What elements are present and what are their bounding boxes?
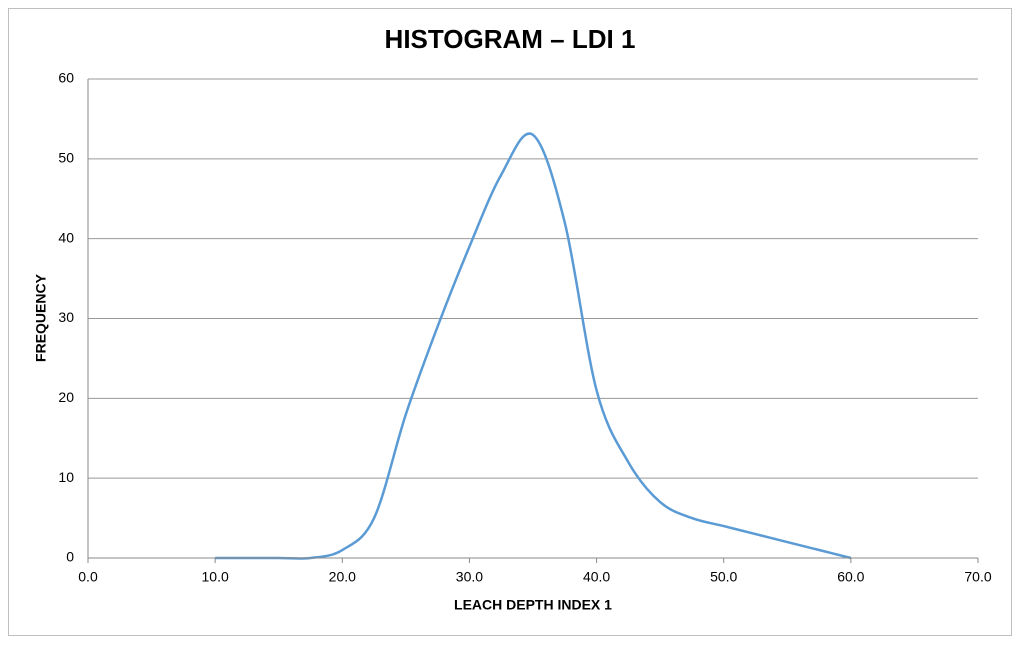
chart-title: HISTOGRAM – LDI 1 bbox=[385, 24, 636, 54]
x-tick-label: 20.0 bbox=[329, 569, 356, 585]
y-tick-label: 40 bbox=[58, 229, 74, 245]
y-tick-label: 0 bbox=[66, 549, 74, 565]
chart-frame bbox=[8, 8, 1012, 636]
x-tick-label: 30.0 bbox=[456, 569, 483, 585]
x-axis-title: LEACH DEPTH INDEX 1 bbox=[454, 597, 612, 613]
y-tick-label: 10 bbox=[58, 469, 74, 485]
x-tick-label: 40.0 bbox=[583, 569, 610, 585]
y-tick-label: 60 bbox=[58, 70, 74, 86]
x-tick-label: 70.0 bbox=[964, 569, 991, 585]
y-tick-label: 30 bbox=[58, 309, 74, 325]
x-tick-label: 50.0 bbox=[710, 569, 737, 585]
y-axis-title: FREQUENCY bbox=[33, 273, 49, 362]
x-tick-label: 60.0 bbox=[837, 569, 864, 585]
x-tick-label: 10.0 bbox=[202, 569, 229, 585]
y-tick-label: 20 bbox=[58, 389, 74, 405]
x-tick-label: 0.0 bbox=[78, 569, 98, 585]
data-line bbox=[215, 132, 852, 560]
y-tick-label: 50 bbox=[58, 150, 74, 166]
